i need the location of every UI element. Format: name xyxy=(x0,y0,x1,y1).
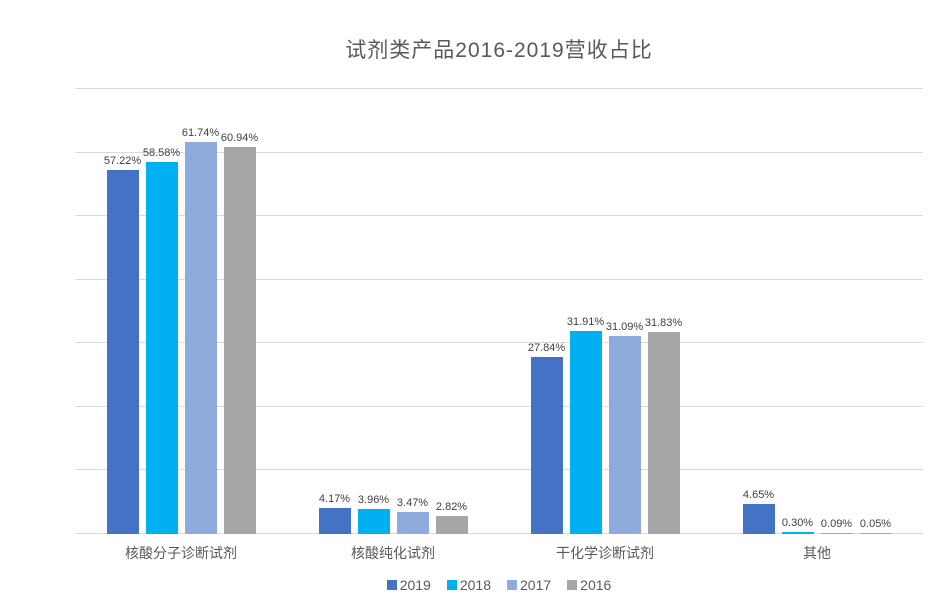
data-label: 4.17% xyxy=(318,492,351,505)
category-label: 其他 xyxy=(803,545,831,561)
bar-2016: 2.82% xyxy=(435,501,468,534)
gridline xyxy=(75,469,923,471)
gridline xyxy=(75,405,923,407)
bar-2016: 0.05% xyxy=(859,518,892,534)
data-label: 0.09% xyxy=(820,518,853,530)
legend-label: 2016 xyxy=(580,577,612,593)
bar-group: 4.17% 3.96% 3.47% 2.82% xyxy=(287,89,499,534)
legend-item-2018: 2018 xyxy=(446,577,491,593)
bar-2019: 27.84% xyxy=(528,342,565,534)
data-label: 0.05% xyxy=(859,518,892,530)
bar-2016: 60.94% xyxy=(221,132,258,534)
bar-2018: 58.58% xyxy=(143,147,180,534)
plot-area: 57.22% 58.58% 61.74% 60.94% 4.17% 3.96% 3.47% 2… xyxy=(75,88,923,534)
bar-2019: 4.17% xyxy=(318,493,351,534)
category-label: 核酸分子诊断试剂 xyxy=(125,545,237,561)
data-label: 27.84% xyxy=(527,342,566,354)
data-label: 4.65% xyxy=(742,489,775,502)
category-label: 干化学诊断试剂 xyxy=(556,545,654,561)
gridline xyxy=(75,342,923,344)
bar-2019: 57.22% xyxy=(104,155,141,534)
data-label: 60.94% xyxy=(220,131,259,144)
legend-swatch-icon xyxy=(446,580,457,590)
bar-group: 4.65% 0.30% 0.09% 0.05% xyxy=(711,89,923,534)
legend-item-2016: 2016 xyxy=(567,577,611,593)
bar-2016: 31.83% xyxy=(645,317,682,534)
data-label: 58.58% xyxy=(142,146,181,159)
bar-2017: 3.47% xyxy=(396,497,429,534)
bar-group: 57.22% 58.58% 61.74% 60.94% xyxy=(75,89,287,534)
legend: 2019 2018 2017 2016 xyxy=(75,577,923,593)
data-label: 31.91% xyxy=(566,316,605,329)
gridline xyxy=(75,278,923,280)
legend-label: 2017 xyxy=(520,577,552,593)
legend-swatch-icon xyxy=(507,580,517,590)
data-label: 31.83% xyxy=(644,316,683,329)
chart-title: 试剂类产品2016-2019营收占比 xyxy=(345,39,653,62)
data-label: 0.30% xyxy=(781,517,814,530)
category-label: 核酸纯化试剂 xyxy=(351,545,435,561)
x-axis-labels: 核酸分子诊断试剂 核酸纯化试剂 干化学诊断试剂 其他 xyxy=(75,543,923,563)
gridline xyxy=(75,88,923,89)
data-label: 3.96% xyxy=(357,493,390,506)
legend-item-2017: 2017 xyxy=(507,577,551,593)
bar-2018: 0.30% xyxy=(781,517,814,534)
bar-2017: 31.09% xyxy=(606,321,643,534)
gridline xyxy=(75,533,923,534)
bar-2018: 3.96% xyxy=(357,494,390,534)
gridline xyxy=(75,215,923,217)
bar-2017: 61.74% xyxy=(182,127,219,534)
data-label: 2.82% xyxy=(435,501,468,514)
data-label: 3.47% xyxy=(396,496,429,509)
data-label: 57.22% xyxy=(103,155,142,168)
legend-swatch-icon xyxy=(567,580,578,590)
legend-item-2019: 2019 xyxy=(386,577,431,593)
bar-2019: 4.65% xyxy=(742,489,775,534)
data-label: 61.74% xyxy=(181,126,220,139)
bar-groups: 57.22% 58.58% 61.74% 60.94% 4.17% 3.96% 3.47% 2… xyxy=(75,89,923,534)
legend-swatch-icon xyxy=(386,580,397,590)
legend-label: 2018 xyxy=(459,577,491,593)
bar-group: 27.84% 31.91% 31.09% 31.83% xyxy=(499,89,711,534)
bar-2017: 0.09% xyxy=(820,518,853,534)
bar-2018: 31.91% xyxy=(567,316,604,534)
gridline xyxy=(75,151,923,153)
legend-label: 2019 xyxy=(399,577,431,593)
data-label: 31.09% xyxy=(605,321,644,334)
